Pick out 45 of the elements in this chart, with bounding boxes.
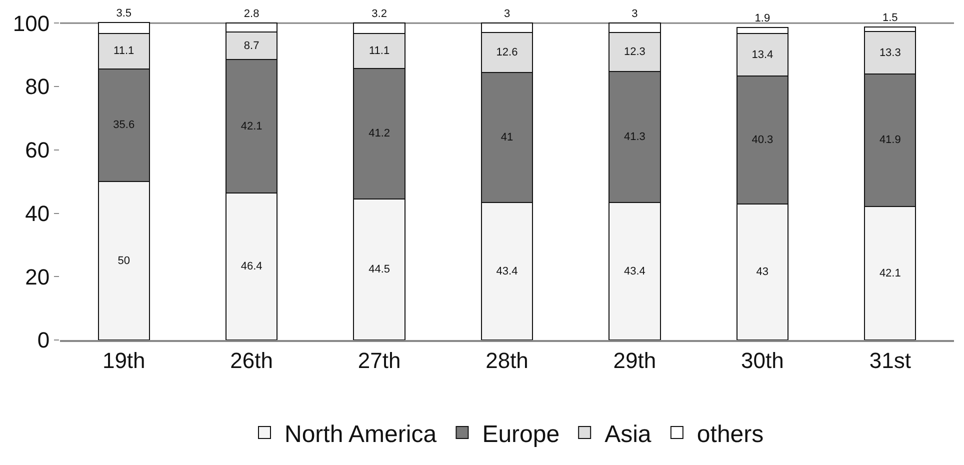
data-label: 3.2 [372,8,387,20]
y-tick-label: 80 [25,74,50,100]
x-tick-label: 19th [102,348,146,374]
x-tick-label: 31st [869,348,911,374]
legend-label: Asia [604,420,652,448]
data-label: 13.3 [879,46,901,59]
y-tick-label: 20 [25,264,50,290]
data-label: 12.3 [624,46,646,58]
data-label: 43.4 [496,265,518,278]
data-label: 11.1 [368,44,390,57]
y-tick-label: 100 [12,10,50,36]
data-label: 40.3 [752,134,774,146]
data-label: 42.1 [240,120,262,132]
data-label: 46.4 [240,260,262,272]
x-tick-label: 30th [741,348,784,374]
data-label: 12.6 [496,46,518,59]
data-label: 3.5 [116,8,132,20]
x-tick-label: 26th [230,348,273,374]
y-tick-label: 40 [25,200,50,226]
data-label: 11.1 [114,45,134,58]
data-label: 3 [632,8,638,20]
data-label: 8.7 [244,40,260,52]
data-label: 43.4 [624,265,646,278]
data-label: 1.5 [882,12,898,24]
data-label: 2.8 [244,8,260,20]
data-label: 41.3 [624,131,646,144]
data-label: 41 [500,132,514,144]
data-label: 35.6 [113,119,135,132]
data-label: 41.2 [368,128,390,140]
y-tick-label: 60 [25,138,50,163]
data-label: 1.9 [754,12,770,25]
data-label: 50 [118,254,130,267]
x-tick-label: 27th [358,348,401,374]
legend-label: others [696,420,764,448]
data-label: 3 [504,8,510,20]
data-label: 44.5 [368,264,390,276]
legend-label: Europe [482,420,560,448]
x-tick-label: 28th [486,348,528,374]
x-tick-label: 29th [613,348,656,374]
legend-label: North America [284,420,438,448]
data-label: 13.4 [752,48,774,61]
data-label: 43 [756,266,769,278]
y-tick-label: 0 [37,328,50,353]
data-label: 42.1 [879,267,901,280]
data-label: 41.9 [879,134,901,146]
